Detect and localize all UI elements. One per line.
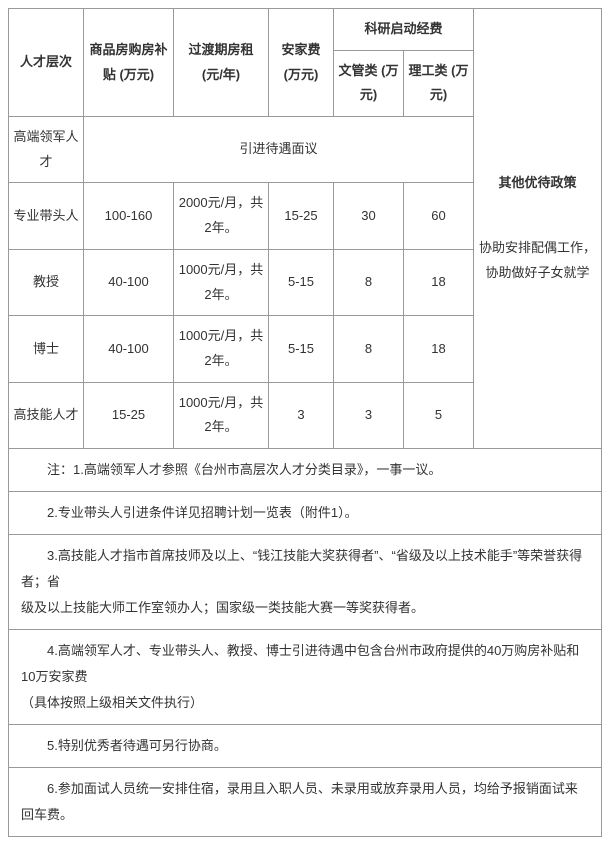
note-4: 4.高端领军人才、专业带头人、教授、博士引进待遇中包含台州市政府提供的40万购房… (9, 629, 602, 724)
note-6: 6.参加面试人员统一安排住宿，录用且入职人员、未录用或放弃录用人员，均给予报销面… (9, 767, 602, 836)
note-4-line2: （具体按照上级相关文件执行） (21, 690, 589, 716)
cell-rent: 1000元/月，共2年。 (174, 382, 269, 448)
cell-merged: 引进待遇面议 (84, 117, 474, 183)
th-other: 其他优待政策 协助安排配偶工作，协助做好子女就学 (474, 9, 602, 449)
note-2: 2.专业带头人引进条件详见招聘计划一览表（附件1）。 (9, 491, 602, 534)
th-arts: 文管类 (万元) (334, 50, 404, 116)
header-row-1: 人才层次 商品房购房补贴 (万元) 过渡期房租 (元/年) 安家费 (万元) 科… (9, 9, 602, 51)
cell-subsidy: 100-160 (84, 183, 174, 249)
cell-level: 博士 (9, 316, 84, 382)
cell-level: 专业带头人 (9, 183, 84, 249)
other-header: 其他优待政策 (478, 171, 597, 196)
th-research: 科研启动经费 (334, 9, 474, 51)
note-row: 6.参加面试人员统一安排住宿，录用且入职人员、未录用或放弃录用人员，均给予报销面… (9, 767, 602, 836)
cell-arts: 3 (334, 382, 404, 448)
cell-subsidy: 40-100 (84, 249, 174, 315)
cell-level: 高端领军人才 (9, 117, 84, 183)
cell-sci: 60 (404, 183, 474, 249)
cell-sci: 18 (404, 249, 474, 315)
note-row: 2.专业带头人引进条件详见招聘计划一览表（附件1）。 (9, 491, 602, 534)
cell-settle: 3 (269, 382, 334, 448)
benefits-table: 人才层次 商品房购房补贴 (万元) 过渡期房租 (元/年) 安家费 (万元) 科… (8, 8, 602, 837)
cell-sci: 18 (404, 316, 474, 382)
cell-sci: 5 (404, 382, 474, 448)
cell-settle: 5-15 (269, 249, 334, 315)
other-policy-text: 协助安排配偶工作，协助做好子女就学 (478, 236, 597, 285)
note-row: 5.特别优秀者待遇可另行协商。 (9, 724, 602, 767)
cell-settle: 15-25 (269, 183, 334, 249)
note-4-line1: 4.高端领军人才、专业带头人、教授、博士引进待遇中包含台州市政府提供的40万购房… (21, 638, 589, 690)
cell-rent: 1000元/月，共2年。 (174, 316, 269, 382)
cell-rent: 2000元/月，共2年。 (174, 183, 269, 249)
note-5: 5.特别优秀者待遇可另行协商。 (9, 724, 602, 767)
note-row: 4.高端领军人才、专业带头人、教授、博士引进待遇中包含台州市政府提供的40万购房… (9, 629, 602, 724)
cell-arts: 8 (334, 316, 404, 382)
th-subsidy: 商品房购房补贴 (万元) (84, 9, 174, 117)
cell-arts: 8 (334, 249, 404, 315)
th-settle: 安家费 (万元) (269, 9, 334, 117)
cell-arts: 30 (334, 183, 404, 249)
note-3-line2: 级及以上技能大师工作室领办人；国家级一类技能大赛一等奖获得者。 (21, 595, 589, 621)
cell-subsidy: 40-100 (84, 316, 174, 382)
cell-settle: 5-15 (269, 316, 334, 382)
note-row: 3.高技能人才指市首席技师及以上、“钱江技能大奖获得者”、“省级及以上技术能手”… (9, 534, 602, 629)
note-1: 注：1.高端领军人才参照《台州市高层次人才分类目录》，一事一议。 (9, 448, 602, 491)
th-sci: 理工类 (万元) (404, 50, 474, 116)
th-level: 人才层次 (9, 9, 84, 117)
cell-subsidy: 15-25 (84, 382, 174, 448)
cell-level: 教授 (9, 249, 84, 315)
note-3: 3.高技能人才指市首席技师及以上、“钱江技能大奖获得者”、“省级及以上技术能手”… (9, 534, 602, 629)
cell-rent: 1000元/月，共2年。 (174, 249, 269, 315)
note-row: 注：1.高端领军人才参照《台州市高层次人才分类目录》，一事一议。 (9, 448, 602, 491)
note-3-line1: 3.高技能人才指市首席技师及以上、“钱江技能大奖获得者”、“省级及以上技术能手”… (21, 543, 589, 595)
th-rent: 过渡期房租 (元/年) (174, 9, 269, 117)
cell-level: 高技能人才 (9, 382, 84, 448)
